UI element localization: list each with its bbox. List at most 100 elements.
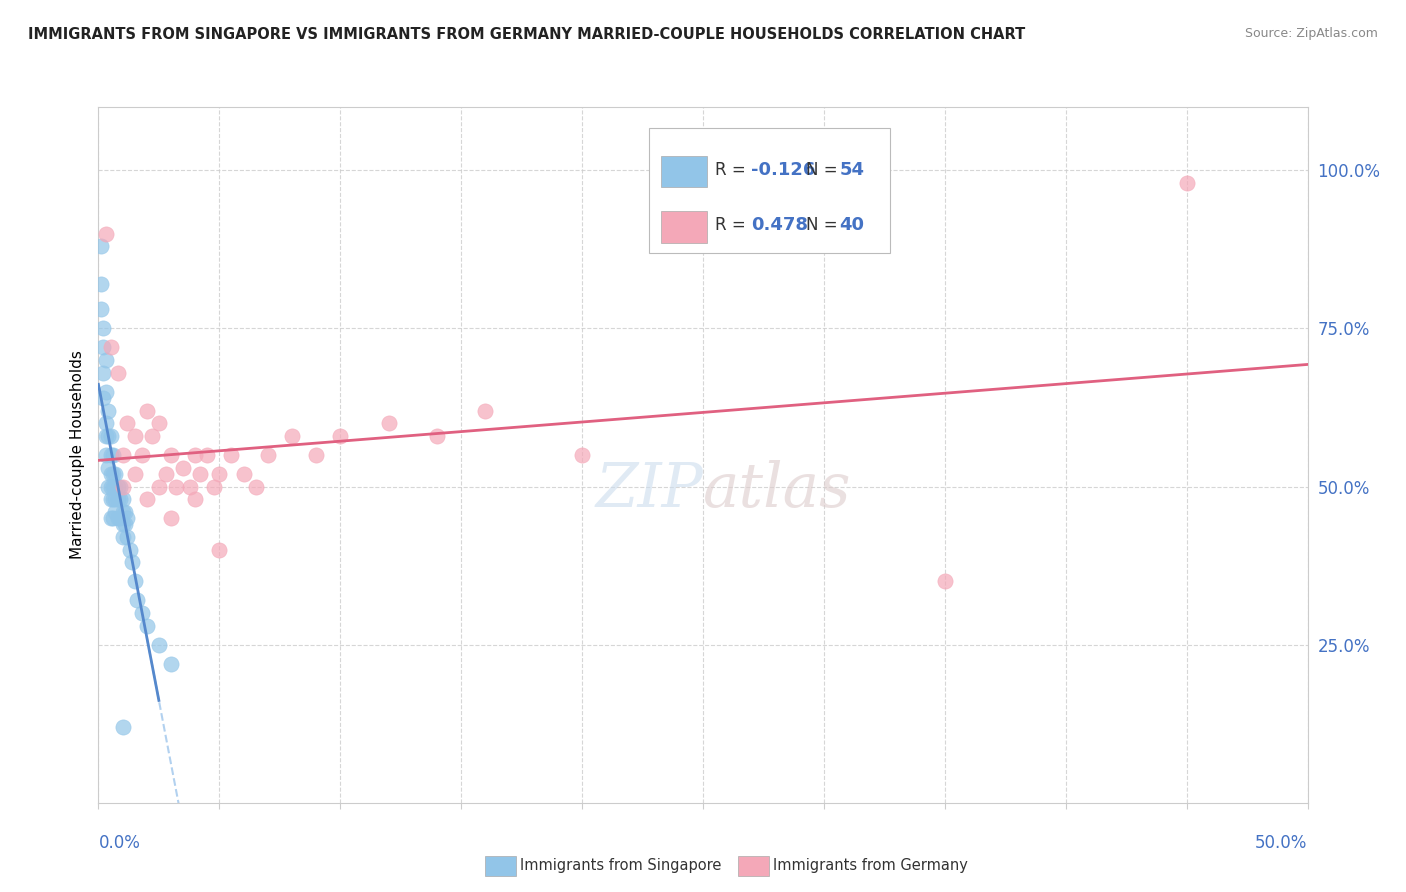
Point (232, 467, 254, 481)
Text: Immigrants from Germany: Immigrants from Germany (773, 858, 969, 872)
Point (135, 618, 157, 632)
Point (107, 511, 129, 525)
Point (127, 593, 149, 607)
Point (104, 467, 127, 481)
Point (121, 556, 143, 570)
FancyBboxPatch shape (648, 128, 890, 253)
Point (117, 417, 139, 431)
Point (107, 492, 129, 507)
Point (571, 448, 593, 462)
Point (188, 467, 211, 481)
Text: N =: N = (806, 217, 842, 235)
Point (108, 511, 131, 525)
Point (131, 606, 153, 620)
Point (111, 505, 134, 519)
Point (204, 479, 226, 493)
Point (245, 479, 267, 493)
Point (111, 517, 134, 532)
Point (111, 448, 134, 462)
Point (101, 479, 124, 493)
Point (208, 542, 231, 557)
Point (107, 479, 129, 493)
Point (104, 479, 127, 493)
Point (256, 448, 278, 462)
Text: 0.0%: 0.0% (98, 834, 141, 852)
Point (160, 448, 183, 462)
Text: Source: ZipAtlas.com: Source: ZipAtlas.com (1244, 27, 1378, 40)
Point (97, 429, 120, 443)
Point (100, 448, 122, 462)
Point (160, 511, 183, 525)
Point (91, 340, 114, 354)
Text: N =: N = (806, 161, 842, 178)
Point (184, 448, 207, 462)
Bar (661, 211, 707, 243)
Point (114, 505, 136, 519)
Point (100, 340, 122, 354)
Point (100, 429, 122, 443)
Point (111, 479, 134, 493)
Point (124, 574, 146, 589)
Point (101, 448, 124, 462)
Text: 50.0%: 50.0% (1256, 834, 1308, 852)
Text: R =: R = (716, 217, 751, 235)
Text: ZIP: ZIP (595, 459, 703, 520)
Point (118, 542, 141, 557)
Point (148, 638, 170, 652)
Point (281, 429, 304, 443)
Point (305, 448, 328, 462)
Point (117, 530, 139, 544)
Point (165, 479, 187, 493)
Point (107, 366, 129, 380)
Point (208, 467, 231, 481)
Point (90, 302, 112, 317)
Point (131, 448, 153, 462)
Text: 40: 40 (839, 217, 865, 235)
Point (97, 460, 120, 475)
Point (108, 479, 131, 493)
Point (426, 429, 449, 443)
Point (195, 448, 218, 462)
Point (474, 403, 496, 417)
Point (160, 657, 183, 671)
Point (221, 448, 243, 462)
Point (148, 417, 170, 431)
Point (1175, 176, 1198, 190)
Text: R =: R = (716, 161, 751, 178)
Point (100, 479, 122, 493)
Point (135, 492, 157, 507)
Point (111, 492, 134, 507)
Point (94, 353, 117, 368)
Point (117, 511, 139, 525)
Point (101, 467, 124, 481)
Point (141, 429, 163, 443)
Point (108, 492, 131, 507)
Point (100, 492, 122, 507)
Point (135, 403, 157, 417)
Point (155, 467, 177, 481)
Point (124, 467, 146, 481)
Point (90, 277, 112, 292)
Point (94, 429, 117, 443)
Text: -0.126: -0.126 (751, 161, 815, 178)
Point (377, 417, 399, 431)
Text: IMMIGRANTS FROM SINGAPORE VS IMMIGRANTS FROM GERMANY MARRIED-COUPLE HOUSEHOLDS C: IMMIGRANTS FROM SINGAPORE VS IMMIGRANTS … (28, 27, 1025, 42)
Point (114, 517, 136, 532)
Point (101, 511, 124, 525)
Point (934, 574, 956, 589)
Point (184, 492, 207, 507)
Text: Immigrants from Singapore: Immigrants from Singapore (520, 858, 721, 872)
Point (101, 492, 124, 507)
Point (94, 384, 117, 399)
Point (179, 479, 201, 493)
Point (94, 448, 117, 462)
Point (111, 720, 134, 734)
Text: 0.478: 0.478 (751, 217, 808, 235)
Point (329, 429, 352, 443)
Point (97, 479, 120, 493)
Point (91, 391, 114, 405)
Point (100, 467, 122, 481)
Y-axis label: Married-couple Households: Married-couple Households (69, 351, 84, 559)
Point (94, 227, 117, 241)
Point (172, 460, 194, 475)
